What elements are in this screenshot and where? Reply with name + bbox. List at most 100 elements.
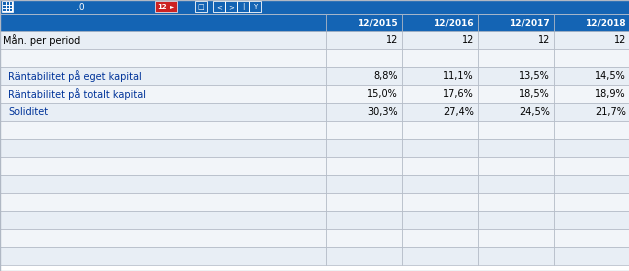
Text: 15,0%: 15,0%: [367, 89, 398, 99]
Bar: [554, 103, 629, 121]
Bar: [0, 193, 326, 211]
Text: 12: 12: [462, 35, 474, 45]
Text: □: □: [198, 4, 204, 10]
Text: Räntabilitet på eget kapital: Räntabilitet på eget kapital: [8, 70, 142, 82]
Bar: [3, 2, 12, 11]
Text: Soliditet: Soliditet: [8, 107, 48, 117]
Bar: [554, 85, 629, 103]
Bar: [478, 175, 554, 193]
Bar: [213, 1, 225, 12]
Text: 8,8%: 8,8%: [374, 71, 398, 81]
Bar: [402, 14, 478, 31]
Bar: [326, 85, 402, 103]
Text: 21,7%: 21,7%: [595, 107, 626, 117]
Bar: [326, 193, 402, 211]
Bar: [0, 0, 629, 14]
Bar: [0, 103, 326, 121]
Bar: [0, 157, 326, 175]
Bar: [478, 85, 554, 103]
Bar: [478, 67, 554, 85]
Text: <: <: [216, 4, 222, 10]
Text: ►: ►: [170, 5, 174, 9]
Bar: [402, 49, 478, 67]
Bar: [402, 211, 478, 229]
Text: Mån. per period: Mån. per period: [3, 34, 81, 46]
Bar: [402, 31, 478, 49]
Bar: [478, 193, 554, 211]
Text: 14,5%: 14,5%: [595, 71, 626, 81]
Bar: [554, 229, 629, 247]
Bar: [326, 121, 402, 139]
Bar: [0, 67, 326, 85]
Text: 18,5%: 18,5%: [520, 89, 550, 99]
Text: 12: 12: [538, 35, 550, 45]
Bar: [554, 175, 629, 193]
Text: 27,4%: 27,4%: [443, 107, 474, 117]
Bar: [402, 121, 478, 139]
Bar: [554, 157, 629, 175]
Text: 12: 12: [386, 35, 398, 45]
Bar: [478, 139, 554, 157]
Bar: [0, 85, 326, 103]
Bar: [326, 175, 402, 193]
Bar: [225, 1, 237, 12]
Text: 30,3%: 30,3%: [367, 107, 398, 117]
Text: 12/2017: 12/2017: [509, 18, 550, 27]
Bar: [2, 1, 13, 12]
Bar: [0, 175, 326, 193]
Bar: [155, 1, 177, 12]
Bar: [326, 49, 402, 67]
Text: Räntabilitet på totalt kapital: Räntabilitet på totalt kapital: [8, 88, 146, 100]
Bar: [554, 247, 629, 265]
Text: 18,9%: 18,9%: [596, 89, 626, 99]
Bar: [326, 247, 402, 265]
Bar: [326, 157, 402, 175]
Text: >: >: [228, 4, 234, 10]
Text: 12/2018: 12/2018: [586, 18, 626, 27]
Bar: [195, 1, 207, 12]
Text: |: |: [242, 4, 244, 11]
Bar: [326, 103, 402, 121]
Text: 24,5%: 24,5%: [519, 107, 550, 117]
Bar: [326, 67, 402, 85]
Bar: [554, 211, 629, 229]
Bar: [554, 67, 629, 85]
Bar: [0, 14, 326, 31]
Bar: [0, 247, 326, 265]
Bar: [478, 14, 554, 31]
Text: .0: .0: [75, 2, 84, 11]
Bar: [478, 229, 554, 247]
Bar: [0, 211, 326, 229]
Bar: [402, 175, 478, 193]
Bar: [402, 229, 478, 247]
Bar: [554, 139, 629, 157]
Bar: [0, 139, 326, 157]
Bar: [478, 157, 554, 175]
Bar: [326, 31, 402, 49]
Bar: [402, 139, 478, 157]
Bar: [249, 1, 261, 12]
Bar: [478, 49, 554, 67]
Bar: [554, 121, 629, 139]
Bar: [0, 229, 326, 247]
Bar: [478, 121, 554, 139]
Text: 12: 12: [614, 35, 626, 45]
Text: 12: 12: [157, 4, 167, 10]
Bar: [554, 31, 629, 49]
Bar: [554, 14, 629, 31]
Bar: [326, 229, 402, 247]
Bar: [402, 103, 478, 121]
Bar: [402, 247, 478, 265]
Text: 12/2015: 12/2015: [357, 18, 398, 27]
Bar: [237, 1, 249, 12]
Text: 11,1%: 11,1%: [443, 71, 474, 81]
Bar: [326, 14, 402, 31]
Bar: [0, 49, 326, 67]
Text: 12/2016: 12/2016: [433, 18, 474, 27]
Text: 17,6%: 17,6%: [443, 89, 474, 99]
Bar: [554, 49, 629, 67]
Bar: [326, 139, 402, 157]
Bar: [478, 103, 554, 121]
Bar: [402, 85, 478, 103]
Bar: [402, 67, 478, 85]
